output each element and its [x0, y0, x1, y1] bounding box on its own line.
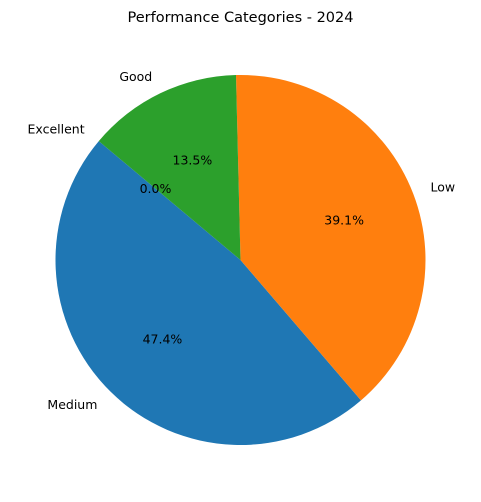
slice-label-good: Good: [119, 69, 152, 84]
pie-slice-low: [235, 75, 426, 401]
pie-slice-good: [98, 75, 241, 260]
pie-labels: Medium 47.4% Low 39.1% Good 13.5% Excellent 0.0…: [28, 69, 456, 412]
pie-slice-medium: [55, 141, 361, 446]
slice-label-medium: Medium: [47, 397, 97, 412]
slice-percent-medium: 47.4%: [143, 331, 183, 346]
pie-slices: [55, 75, 426, 446]
slice-percent-good: 13.5%: [173, 152, 213, 167]
slice-label-low: Low: [430, 180, 455, 195]
slice-label-excellent: Excellent: [28, 122, 85, 137]
slice-percent-low: 39.1%: [324, 213, 364, 228]
chart-title: Performance Categories - 2024: [127, 10, 353, 26]
slice-percent-excellent: 0.0%: [140, 181, 172, 196]
